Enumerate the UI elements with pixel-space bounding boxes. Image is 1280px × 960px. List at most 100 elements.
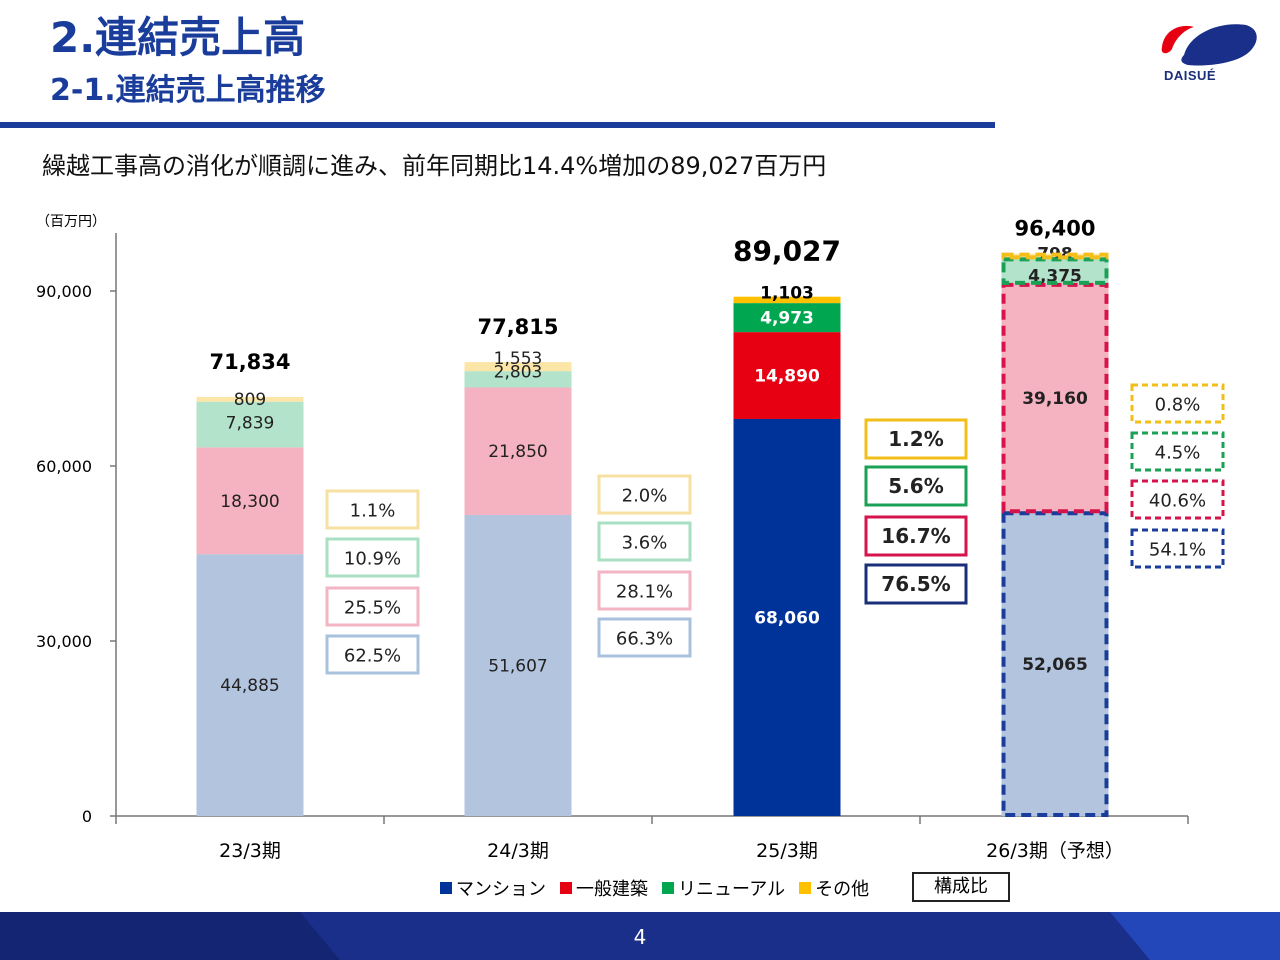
bar-value-label: 1,103 — [760, 284, 814, 304]
composition-box — [597, 617, 692, 658]
bar-total-label: 89,027 — [733, 235, 841, 268]
composition-box — [325, 489, 420, 530]
bar-value-label: 39,160 — [1022, 389, 1088, 409]
bar-value-label: 2,803 — [494, 362, 543, 382]
page-number: 4 — [633, 925, 647, 949]
composition-box — [325, 634, 420, 675]
composition-box — [597, 521, 692, 562]
composition-ratio-label: 構成比 — [912, 872, 1010, 902]
bar-segment — [464, 362, 572, 372]
bar-segment — [733, 332, 841, 419]
composition-value: 1.1% — [350, 501, 396, 522]
y-tick-label: 0 — [82, 807, 92, 826]
bar-value-label: 4,973 — [760, 309, 814, 329]
bar-segment — [1001, 283, 1109, 513]
composition-value: 10.9% — [344, 549, 401, 570]
composition-box — [1130, 479, 1225, 520]
bar-value-label: 1,553 — [494, 349, 543, 369]
legend-swatch-mansion — [440, 882, 452, 894]
forecast-segment-outline — [1001, 511, 1109, 817]
legend-item-renewal: リニューアル — [662, 875, 785, 901]
bar-segment — [733, 296, 841, 304]
composition-box — [1130, 528, 1225, 569]
bar-total-label: 77,815 — [477, 315, 558, 339]
footer-bar — [0, 912, 1280, 960]
logo-wordmark: DAISUÉ — [1163, 68, 1217, 83]
composition-value: 5.6% — [888, 474, 943, 498]
composition-box — [1130, 383, 1225, 424]
legend-swatch-other — [799, 882, 812, 894]
composition-box — [597, 474, 692, 515]
bar-segment — [196, 401, 304, 448]
legend-item-other: その他 — [799, 875, 869, 901]
bar-segment — [1001, 258, 1109, 284]
composition-value: 54.1% — [1149, 540, 1206, 561]
composition-box — [325, 586, 420, 627]
bar-total-label: 71,834 — [209, 350, 290, 374]
bar-segment — [464, 371, 572, 388]
legend-label-mansion: マンション — [456, 879, 546, 900]
bar-segment — [196, 447, 304, 555]
legend-label-other: その他 — [815, 879, 870, 900]
bar-segment — [733, 303, 841, 333]
x-tick-label: 26/3期（予想） — [986, 840, 1124, 862]
y-tick-label: 60,000 — [36, 457, 92, 476]
composition-box — [325, 537, 420, 578]
composition-value: 66.3% — [616, 629, 673, 650]
footer-accent-right — [1110, 912, 1280, 960]
bar-segment — [196, 554, 304, 816]
page-subtitle: 2-1.連結売上高推移 — [50, 73, 326, 108]
composition-box — [1130, 431, 1225, 472]
x-tick-label: 25/3期 — [756, 840, 818, 862]
bar-value-label: 21,850 — [488, 442, 547, 462]
bar-value-label: 7,839 — [226, 414, 275, 434]
composition-box — [864, 563, 968, 605]
composition-value: 40.6% — [1149, 491, 1206, 512]
composition-value: 16.7% — [881, 524, 950, 548]
bar-value-label: 44,885 — [220, 676, 279, 696]
bar-total-label: 96,400 — [1014, 217, 1095, 241]
footer-accent-left — [0, 912, 340, 960]
daisue-logo-icon — [1161, 24, 1257, 66]
legend-swatch-general — [560, 882, 572, 894]
bar-segment — [733, 418, 841, 816]
composition-value: 2.0% — [622, 486, 668, 507]
bar-segment — [464, 387, 572, 515]
legend-label-renewal: リニューアル — [678, 879, 786, 900]
y-tick-label: 30,000 — [36, 632, 92, 651]
y-axis-unit-label: （百万円） — [36, 214, 106, 230]
bar-value-label: 51,607 — [488, 656, 547, 676]
chart-legend: マンション 一般建築 リニューアル その他 — [440, 876, 883, 900]
legend-label-general: 一般建築 — [576, 879, 648, 900]
bar-segment — [464, 514, 572, 816]
bar-value-label: 52,065 — [1022, 655, 1088, 675]
bar-value-label: 809 — [234, 390, 266, 410]
forecast-segment-outline — [1001, 252, 1109, 260]
bar-segment — [196, 396, 304, 402]
composition-value: 4.5% — [1155, 443, 1201, 464]
title-divider — [0, 122, 995, 128]
y-tick-label: 90,000 — [36, 282, 92, 301]
composition-value: 3.6% — [622, 533, 668, 554]
composition-value: 28.1% — [616, 582, 673, 603]
composition-box — [864, 515, 968, 557]
bar-value-label: 18,300 — [220, 492, 279, 512]
x-tick-label: 24/3期 — [487, 840, 549, 862]
composition-value: 62.5% — [344, 646, 401, 667]
bar-segment — [1001, 512, 1109, 816]
composition-value: 0.8% — [1155, 395, 1201, 416]
forecast-segment-outline — [1001, 257, 1109, 285]
legend-item-mansion: マンション — [440, 875, 546, 901]
composition-value: 1.2% — [888, 427, 943, 451]
composition-value: 25.5% — [344, 598, 401, 619]
composition-box — [864, 465, 968, 507]
headline-text: 繰越工事高の消化が順調に進み、前年同期比14.4%増加の89,027百万円 — [42, 152, 827, 180]
bar-value-label: 68,060 — [754, 608, 820, 628]
legend-item-general: 一般建築 — [560, 875, 648, 901]
composition-box — [864, 418, 968, 460]
page-title: 2.連結売上高 — [50, 13, 306, 62]
bar-value-label: 14,890 — [754, 367, 820, 387]
x-tick-label: 23/3期 — [219, 840, 281, 862]
composition-value: 76.5% — [881, 572, 950, 596]
